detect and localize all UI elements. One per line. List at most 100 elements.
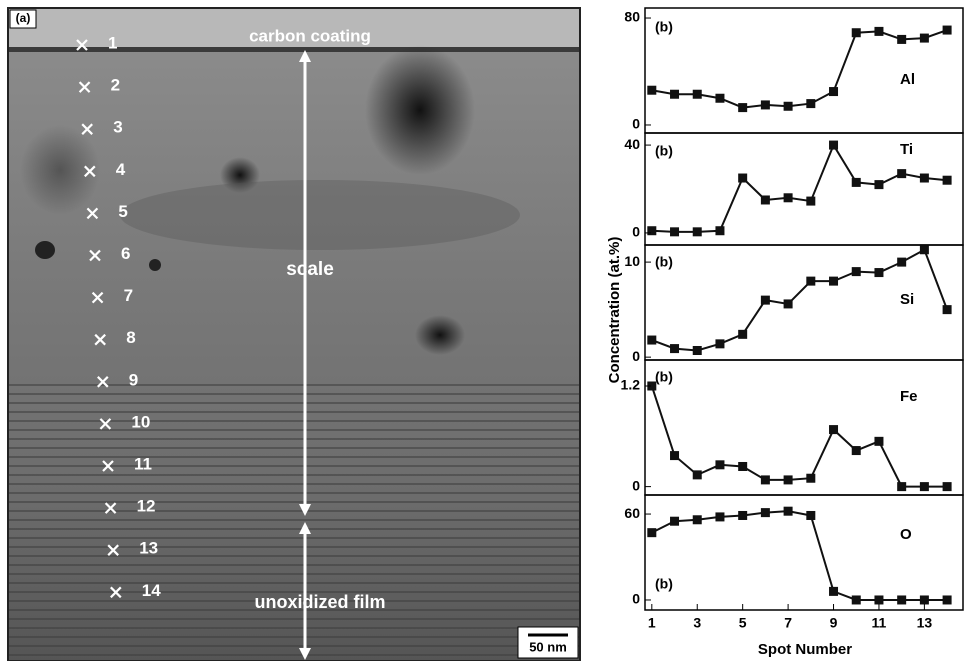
data-point	[784, 507, 793, 516]
data-point	[943, 482, 952, 491]
panel-label: (b)	[655, 143, 673, 159]
data-point	[693, 227, 702, 236]
data-point	[647, 528, 656, 537]
x-tick-label: 7	[784, 615, 792, 631]
panel-label: (b)	[655, 576, 673, 592]
panel-label: (b)	[655, 19, 673, 35]
series-label: Fe	[900, 388, 918, 405]
data-point	[920, 595, 929, 604]
data-point	[897, 35, 906, 44]
data-point	[920, 34, 929, 43]
data-point	[806, 277, 815, 286]
data-line	[652, 145, 947, 232]
plot-frame	[645, 360, 963, 495]
data-point	[852, 178, 861, 187]
series-label: Ti	[900, 141, 913, 158]
plot-frame	[645, 133, 963, 245]
data-point	[829, 141, 838, 150]
spot-label: 10	[131, 412, 150, 431]
data-point	[693, 346, 702, 355]
panel-label: (b)	[655, 254, 673, 270]
data-point	[715, 94, 724, 103]
data-point	[670, 517, 679, 526]
spot-label: 4	[116, 160, 126, 179]
data-point	[806, 511, 815, 520]
micrograph: (a) carbon coating scale unoxidized film…	[8, 8, 580, 661]
spot-label: 8	[126, 328, 135, 347]
data-point	[761, 195, 770, 204]
x-tick-label: 11	[872, 615, 887, 631]
data-point	[852, 28, 861, 37]
data-point	[852, 446, 861, 455]
data-point	[874, 268, 883, 277]
data-point	[784, 193, 793, 202]
panel-label: (a)	[16, 11, 31, 25]
data-point	[943, 305, 952, 314]
data-point	[897, 169, 906, 178]
spot-label: 13	[139, 539, 158, 558]
annotation: carbon coating	[249, 26, 371, 45]
y-tick-label: 1.2	[621, 377, 641, 393]
data-point	[920, 482, 929, 491]
data-point	[806, 99, 815, 108]
data-point	[920, 245, 929, 254]
y-tick-label: 0	[632, 348, 640, 364]
series-label: Si	[900, 291, 914, 308]
data-point	[852, 267, 861, 276]
x-tick-label: 3	[693, 615, 701, 631]
series-label: Al	[900, 71, 915, 88]
annotation: unoxidized film	[254, 592, 385, 612]
data-point	[897, 595, 906, 604]
x-tick-label: 1	[648, 615, 656, 631]
plot-frame	[645, 495, 963, 610]
data-line	[652, 511, 947, 600]
data-point	[738, 462, 747, 471]
y-tick-label: 80	[624, 9, 640, 25]
spot-label: 3	[113, 118, 122, 137]
y-tick-label: 10	[624, 253, 640, 269]
y-tick-label: 0	[632, 477, 640, 493]
data-point	[784, 299, 793, 308]
scale-bar-label: 50 nm	[529, 639, 567, 654]
x-tick-label: 9	[830, 615, 838, 631]
data-point	[761, 508, 770, 517]
data-point	[693, 90, 702, 99]
x-tick-label: 13	[917, 615, 933, 631]
data-point	[647, 336, 656, 345]
data-point	[829, 277, 838, 286]
data-point	[738, 103, 747, 112]
data-point	[670, 227, 679, 236]
y-tick-label: 40	[624, 136, 640, 152]
spot-label: 9	[129, 370, 138, 389]
data-point	[670, 344, 679, 353]
data-point	[761, 475, 770, 484]
data-point	[897, 258, 906, 267]
data-point	[784, 102, 793, 111]
data-point	[943, 176, 952, 185]
data-point	[943, 26, 952, 35]
data-point	[829, 425, 838, 434]
spot-label: 14	[142, 581, 161, 600]
y-tick-label: 0	[632, 224, 640, 240]
data-point	[693, 515, 702, 524]
data-point	[670, 451, 679, 460]
data-point	[874, 180, 883, 189]
data-point	[761, 100, 770, 109]
data-point	[647, 86, 656, 95]
plot-frame	[645, 8, 963, 133]
data-point	[670, 90, 679, 99]
data-point	[806, 197, 815, 206]
data-point	[738, 330, 747, 339]
data-point	[761, 296, 770, 305]
data-point	[715, 512, 724, 521]
data-point	[784, 475, 793, 484]
data-point	[829, 87, 838, 96]
data-point	[829, 587, 838, 596]
series-label: O	[900, 526, 912, 543]
data-point	[874, 595, 883, 604]
figure: (a) carbon coating scale unoxidized film…	[0, 0, 965, 661]
data-point	[715, 339, 724, 348]
spot-label: 12	[137, 497, 156, 516]
plot-frame	[645, 245, 963, 360]
data-point	[874, 437, 883, 446]
